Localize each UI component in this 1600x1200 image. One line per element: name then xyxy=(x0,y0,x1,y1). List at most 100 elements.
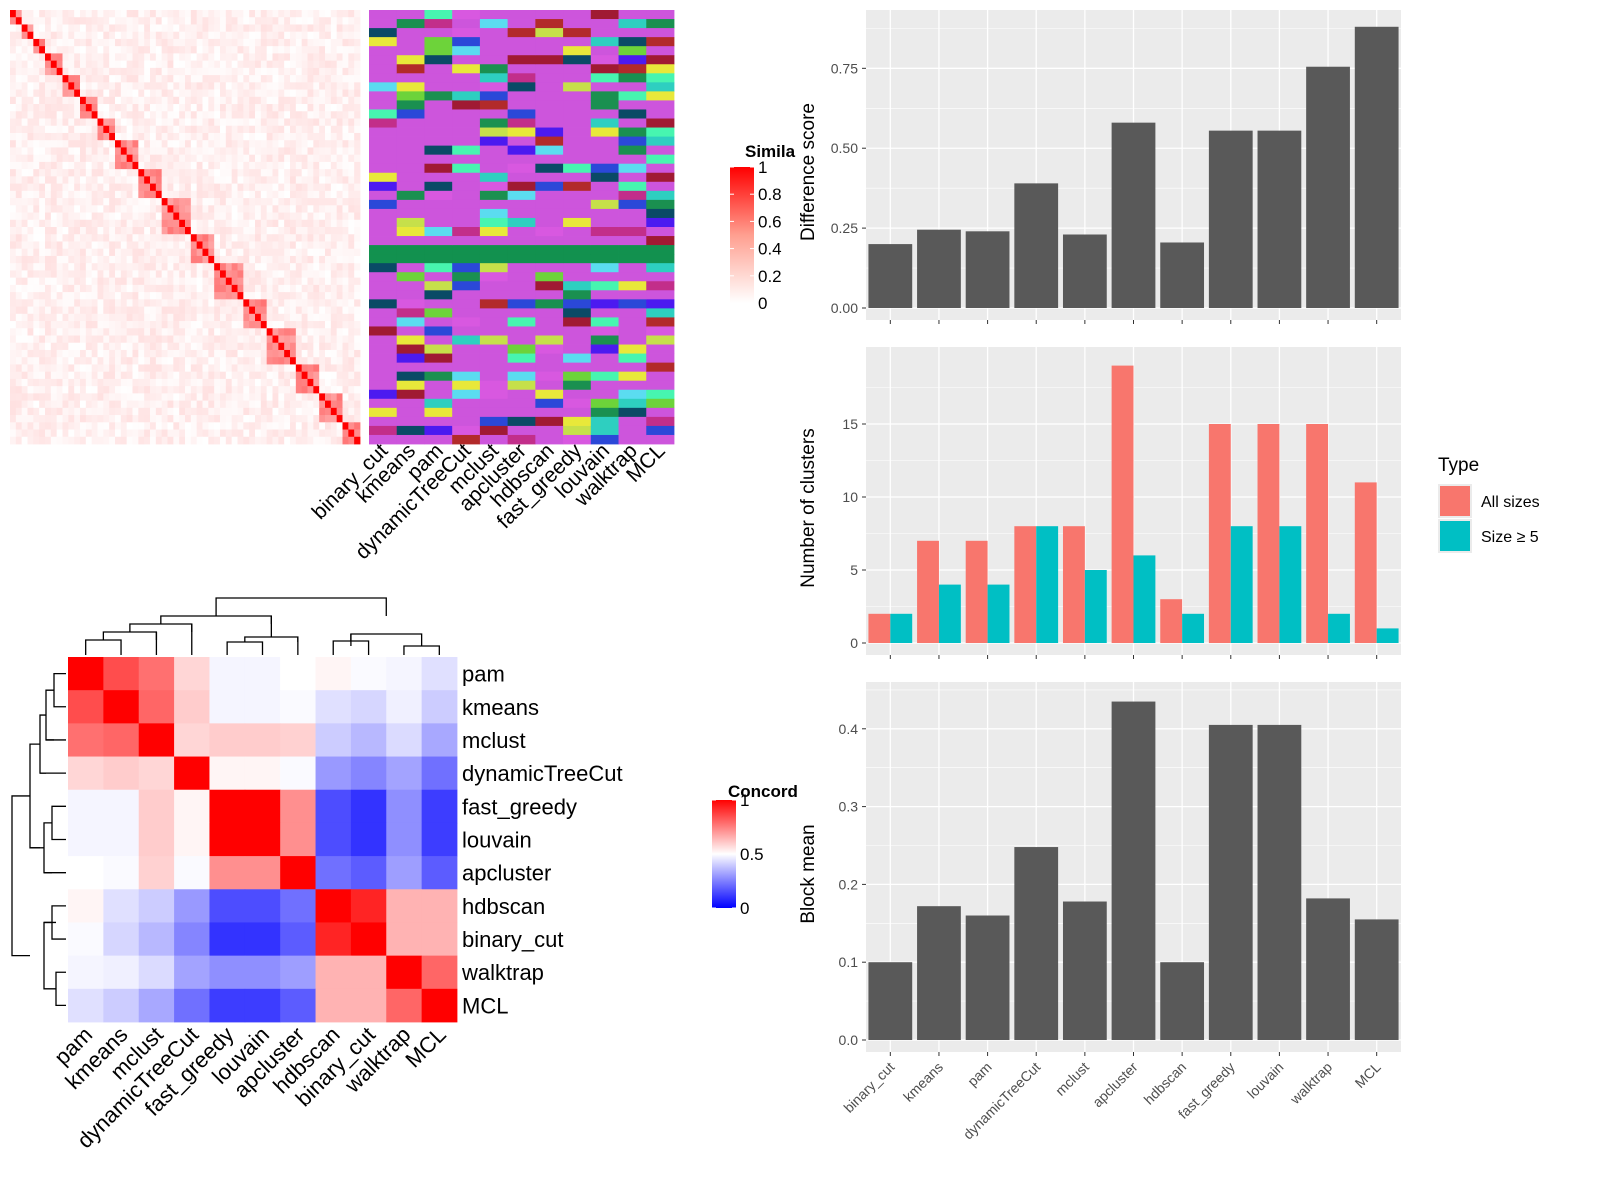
bar-all-sizes xyxy=(1111,365,1134,643)
concordance-cell xyxy=(315,789,352,824)
concordance-cell xyxy=(350,955,387,990)
bar xyxy=(1014,847,1059,1040)
concordance-cell xyxy=(68,657,104,691)
concordance-cell xyxy=(68,822,104,857)
concordance-cell xyxy=(68,756,104,791)
bar xyxy=(917,229,961,308)
bar xyxy=(1062,234,1107,308)
concordance-cell xyxy=(103,690,140,724)
concordance-row-label: dynamicTreeCut xyxy=(462,761,623,786)
y-tick-label: 0.75 xyxy=(831,60,858,76)
concordance-cell xyxy=(280,657,316,691)
bar xyxy=(1354,919,1399,1040)
y-tick-label: 0.25 xyxy=(831,220,858,236)
bar xyxy=(1208,724,1253,1040)
concordance-cell xyxy=(209,723,246,757)
bar xyxy=(917,906,961,1040)
concordance-cell xyxy=(138,657,175,691)
concordance-cell xyxy=(174,922,210,957)
concordance-cell xyxy=(421,657,458,691)
bar-all-sizes xyxy=(1208,424,1231,643)
x-tick-label: MCL xyxy=(1352,1059,1384,1091)
concordance-cell xyxy=(350,756,387,791)
concordance-cell xyxy=(315,955,352,990)
concordance-cell xyxy=(174,657,210,691)
concordance-cell xyxy=(209,889,246,923)
concordance-cell xyxy=(244,690,281,724)
x-tick-label: hdbscan xyxy=(1141,1059,1190,1108)
type-legend-swatch xyxy=(1440,486,1470,516)
concordance-cell xyxy=(244,657,281,691)
bar-size-ge-5 xyxy=(1133,555,1156,643)
bar-size-ge-5 xyxy=(1182,613,1205,643)
concordance-cell xyxy=(68,723,104,757)
concordance-heatmap xyxy=(68,657,458,1023)
x-tick-label: mclust xyxy=(1052,1059,1092,1099)
concordance-cell xyxy=(209,955,246,990)
concordance-cell xyxy=(386,657,423,691)
concordance-cell xyxy=(103,789,140,824)
y-tick-label: 0.1 xyxy=(839,954,859,970)
concordance-cell xyxy=(244,789,281,824)
concordance-cell xyxy=(68,988,104,1023)
y-tick-label: 0.2 xyxy=(839,876,859,892)
concordance-cell xyxy=(315,690,352,724)
similarity-legend-tick: 0.8 xyxy=(758,185,782,204)
type-legend-title: Type xyxy=(1438,455,1479,476)
x-tick-label: pam xyxy=(964,1059,995,1090)
x-tick-label: binary_cut xyxy=(840,1059,897,1116)
concordance-cell xyxy=(209,789,246,824)
concordance-legend: Concord 1 0.5 0 xyxy=(712,782,798,918)
concordance-cell xyxy=(421,723,458,757)
concordance-cell xyxy=(209,856,246,890)
concordance-cell xyxy=(421,955,458,990)
bar-size-ge-5 xyxy=(890,613,913,643)
concordance-cell xyxy=(421,856,458,890)
concordance-cell xyxy=(68,789,104,824)
concordance-cell xyxy=(280,690,316,724)
y-tick-label: 5 xyxy=(850,562,858,578)
similarity-legend-tick: 0.4 xyxy=(758,240,782,259)
concordance-cell xyxy=(386,889,423,923)
concordance-cell xyxy=(244,822,281,857)
similarity-legend-tick: 0.2 xyxy=(758,267,782,286)
concordance-cell xyxy=(315,723,352,757)
concordance-cell xyxy=(386,856,423,890)
concordance-row-label: louvain xyxy=(462,828,532,853)
concordance-row-labels: pam kmeans mclust dynamicTreeCut fast_greedy… xyxy=(461,662,623,1019)
concordance-cell xyxy=(280,922,316,957)
concordance-cell xyxy=(280,723,316,757)
concordance-cell xyxy=(68,690,104,724)
concordance-cell xyxy=(350,856,387,890)
bar-size-ge-5 xyxy=(987,584,1010,643)
concordance-cell xyxy=(350,723,387,757)
concordance-column-label: MCL xyxy=(400,1022,451,1073)
concordance-cell xyxy=(421,922,458,957)
y-tick-label: 0.3 xyxy=(839,799,859,815)
concordance-cell xyxy=(174,988,210,1023)
concordance-cell xyxy=(103,723,140,757)
type-legend-swatch xyxy=(1440,521,1470,551)
concordance-cell xyxy=(315,922,352,957)
bar xyxy=(1062,901,1107,1040)
concordance-cell xyxy=(68,955,104,990)
bar xyxy=(1306,898,1350,1040)
concordance-cell xyxy=(209,657,246,691)
bar xyxy=(1014,183,1059,308)
concordance-cell xyxy=(280,988,316,1023)
concordance-cell xyxy=(421,822,458,857)
concordance-cell xyxy=(138,822,175,857)
concordance-cell xyxy=(421,988,458,1023)
block-mean-chart: 0.0 0.1 0.2 0.3 0.4 Block mean xyxy=(798,682,1401,1056)
concordance-row-label: hdbscan xyxy=(462,894,545,919)
difference-score-chart: 0.00 0.25 0.50 0.75 Difference score xyxy=(798,10,1401,324)
concordance-cell xyxy=(386,789,423,824)
x-tick-label: walktrap xyxy=(1286,1059,1335,1108)
bar-all-sizes xyxy=(917,540,939,643)
concordance-cell xyxy=(103,657,140,691)
concordance-cell xyxy=(350,690,387,724)
concordance-cell xyxy=(350,988,387,1023)
bar xyxy=(1160,962,1205,1040)
concordance-cell xyxy=(315,657,352,691)
y-axis-title: Difference score xyxy=(798,103,819,241)
